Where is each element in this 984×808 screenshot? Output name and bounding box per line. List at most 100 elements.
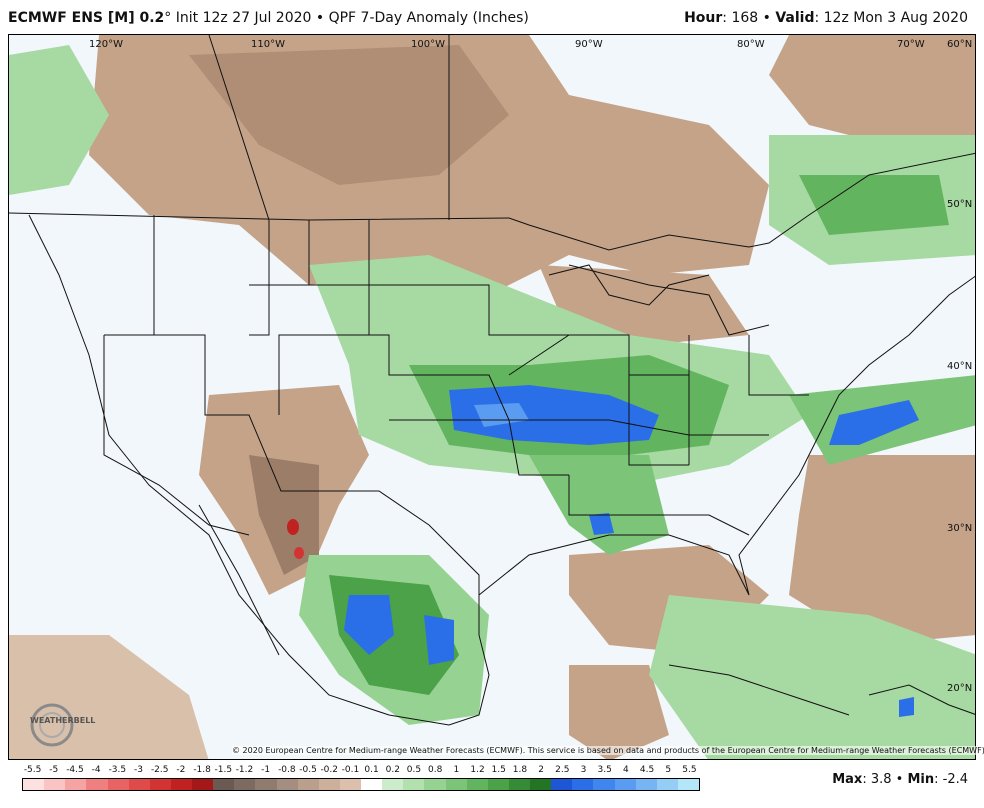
legend-swatch xyxy=(403,779,425,790)
legend-swatch xyxy=(339,779,361,790)
lon-label-80w: 80°W xyxy=(737,39,765,50)
legend-swatch xyxy=(107,779,129,790)
wet-area-mississippi xyxy=(529,455,669,555)
heavy-rain-mexico xyxy=(344,595,394,655)
valid-time: Hour: 168 • Valid: 12z Mon 3 Aug 2020 xyxy=(684,10,968,26)
legend-swatch xyxy=(149,779,171,790)
legend-swatch xyxy=(656,779,678,790)
lon-label-90w: 90°W xyxy=(575,39,603,50)
dry-area-north-plains-inner xyxy=(189,45,509,185)
model-name: ECMWF ENS [M] 0.2 xyxy=(8,10,165,26)
legend-swatch xyxy=(677,779,699,790)
legend-tick-label: -3 xyxy=(134,765,144,775)
max-label: Max xyxy=(832,772,863,787)
legend-color-bar xyxy=(22,778,700,791)
legend-tick-label: 0.1 xyxy=(364,765,379,775)
min-value: : -2.4 xyxy=(934,772,968,787)
valid-label: Valid xyxy=(775,10,815,26)
dry-area-atlantic xyxy=(789,455,975,645)
legend-swatch xyxy=(424,779,446,790)
max-min-readout: Max: 3.8 • Min: -2.4 xyxy=(832,772,968,787)
wet-area-new-england-core xyxy=(799,175,949,235)
lat-label-20n: 20°N xyxy=(947,683,973,694)
lon-label-110w: 110°W xyxy=(251,39,285,50)
heavy-rain-kansas-missouri xyxy=(449,385,659,445)
legend-tick-label: 5.5 xyxy=(682,765,697,775)
legend-swatch xyxy=(213,779,235,790)
legend-tick-label: 3 xyxy=(580,765,587,775)
legend-tick-labels: -5.5 -5 -4.5 -4 -3.5 -3 -2.5 -2 -1.8 -1.5 -1.2 -1 -0… xyxy=(22,765,702,777)
lat-label-50n: 50°N xyxy=(947,199,973,210)
legend-tick-label: -0.5 xyxy=(299,765,317,775)
map-canvas xyxy=(9,35,975,759)
lat-label-30n: 30°N xyxy=(947,523,973,534)
legend-swatch xyxy=(170,779,192,790)
legend-swatch xyxy=(65,779,87,790)
dry-area-caribbean xyxy=(569,665,669,759)
coastlines xyxy=(28,214,975,726)
legend-tick-label: 5 xyxy=(665,765,672,775)
legend-tick-label: 4.5 xyxy=(639,765,655,775)
legend-swatch xyxy=(276,779,298,790)
legend-tick-label: -1.8 xyxy=(193,765,211,775)
dry-area-canada-east xyxy=(769,35,975,145)
legend-tick-label: -4.5 xyxy=(66,765,84,775)
legend-tick-label: -4 xyxy=(91,765,101,775)
hour-value: : 168 • xyxy=(722,10,776,26)
legend-swatch xyxy=(614,779,636,790)
hour-label: Hour xyxy=(684,10,723,26)
legend-swatch xyxy=(445,779,467,790)
legend-tick-label: -2.5 xyxy=(150,765,169,775)
legend-tick-label: 3.5 xyxy=(597,765,612,775)
legend-tick-label: 0.2 xyxy=(385,765,400,775)
legend-swatch xyxy=(487,779,509,790)
legend-tick-label: -0.8 xyxy=(278,765,296,775)
legend-tick-label: 1.8 xyxy=(512,765,528,775)
legend-swatch xyxy=(551,779,573,790)
heavy-rain-atlantic xyxy=(829,400,919,445)
logo-text: WEATHERBELL xyxy=(30,716,96,725)
legend-tick-label: -3.5 xyxy=(108,765,127,775)
dry-area-pacific xyxy=(9,635,209,759)
legend-tick-label: -2 xyxy=(176,765,186,775)
legend-swatch xyxy=(466,779,488,790)
legend-tick-label: 2 xyxy=(538,765,544,775)
dry-peak-sonora-2 xyxy=(294,547,304,559)
legend-swatch xyxy=(318,779,340,790)
legend-tick-label: 1 xyxy=(453,765,460,775)
legend-tick-label: -5.5 xyxy=(23,765,42,775)
legend-tick-label: -1.2 xyxy=(235,765,254,775)
min-label: Min xyxy=(907,772,935,787)
legend-tick-label: -5 xyxy=(49,765,59,775)
weatherbell-logo xyxy=(30,703,74,747)
degree-mark: ° xyxy=(164,10,172,26)
legend-swatch xyxy=(593,779,615,790)
wet-area-caribbean xyxy=(649,595,975,759)
legend-swatch xyxy=(530,779,552,790)
legend-tick-label: 1.5 xyxy=(491,765,506,775)
lat-label-40n: 40°N xyxy=(947,361,973,372)
heavy-rain-louisiana xyxy=(589,513,614,535)
legend-swatch xyxy=(234,779,256,790)
legend-tick-label: -0.2 xyxy=(320,765,338,775)
max-value: : 3.8 • xyxy=(862,772,908,787)
copyright-notice: © 2020 European Centre for Medium-range … xyxy=(232,746,984,755)
legend-tick-label: 1.2 xyxy=(470,765,485,775)
init-info: Init 12z 27 Jul 2020 • QPF 7-Day Anomaly… xyxy=(171,10,529,26)
legend-swatch xyxy=(255,779,277,790)
legend-swatch xyxy=(192,779,214,790)
legend-swatch xyxy=(297,779,319,790)
lat-label-60n: 60°N xyxy=(947,39,973,50)
legend-swatch xyxy=(128,779,150,790)
legend-swatch xyxy=(382,779,404,790)
heavy-rain-kansas-core xyxy=(474,403,529,427)
legend-swatch xyxy=(361,779,383,790)
legend-tick-label: 4 xyxy=(622,765,629,775)
lon-label-100w: 100°W xyxy=(411,39,445,50)
boundaries xyxy=(9,35,975,635)
legend-swatch xyxy=(572,779,594,790)
legend-tick-label: 0.8 xyxy=(427,765,443,775)
legend-tick-label: -1.5 xyxy=(214,765,233,775)
anomaly-map: 120°W 110°W 100°W 90°W 80°W 70°W 60°N 50… xyxy=(8,34,976,760)
legend-swatch xyxy=(635,779,657,790)
